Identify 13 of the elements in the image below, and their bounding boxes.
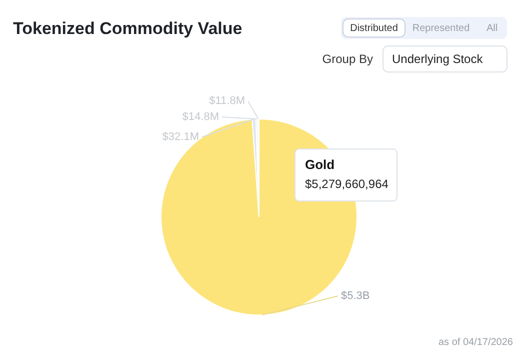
data-label: $14.8M	[182, 111, 219, 123]
chart-title: Tokenized Commodity Value	[13, 19, 242, 38]
text: Distributed	[350, 23, 398, 34]
text: as of 04/17/2026	[438, 337, 514, 348]
text: $5,279,660,964	[305, 177, 389, 191]
text: Group By	[322, 52, 373, 66]
text: Underlying Stock	[392, 52, 484, 66]
data-label: $32.1M	[162, 131, 199, 143]
slice-label: Gold	[305, 157, 335, 172]
text: All	[486, 23, 498, 34]
data-label: $11.8M	[209, 95, 245, 107]
data-label: $5.3B	[341, 290, 370, 302]
text: Represented	[412, 23, 470, 34]
